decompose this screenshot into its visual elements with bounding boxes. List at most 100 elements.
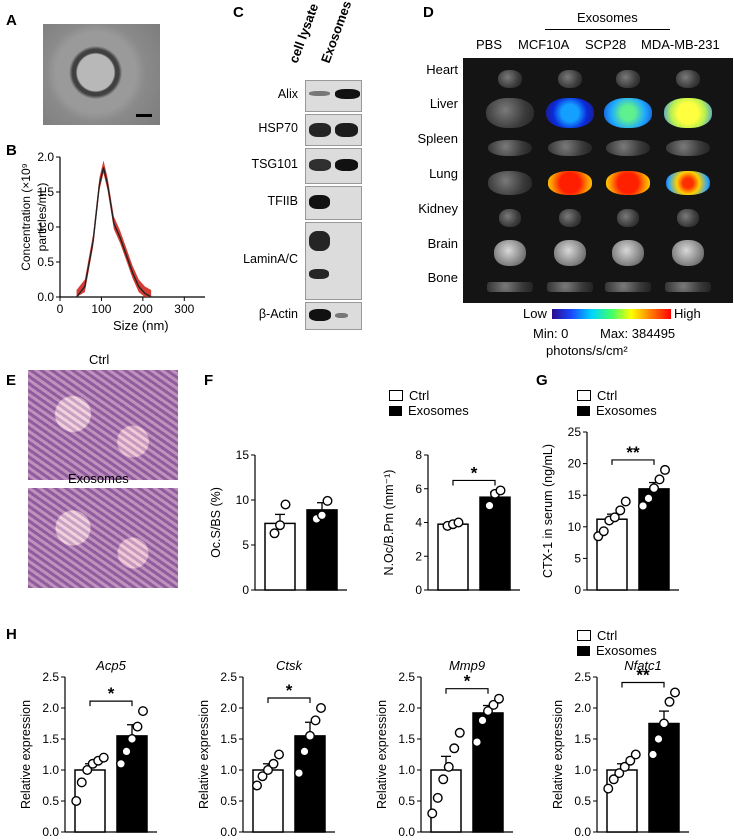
blot-label-0: Alix <box>277 87 298 101</box>
nfatc1-significance-bracket <box>621 681 665 688</box>
legend-ctrl-label: Ctrl <box>597 388 618 403</box>
nfatc1-data-point <box>625 755 636 766</box>
mmp9-y-tick-label: 1.0 <box>398 763 415 777</box>
ctx-y-tick-label: 15 <box>568 488 582 502</box>
noc-y-tick-label: 4 <box>415 516 422 530</box>
mmp9-data-point <box>432 792 443 803</box>
ocs-data-point <box>322 495 333 506</box>
ctsk-y-tick-label: 1.0 <box>220 763 237 777</box>
organ-image <box>494 240 526 266</box>
mmp9-bar-exosomes <box>472 712 504 833</box>
organ-label-lung: Lung <box>429 166 458 181</box>
blot-label-1: HSP70 <box>258 121 298 135</box>
histology-exosomes-image <box>28 488 178 588</box>
acp5-bar-chart: 0.0 0.5 1.0 1.5 2.0 2.5 * Relative expression Ac… <box>19 658 157 837</box>
acp5-significance-mark: * <box>108 684 115 703</box>
blot-band <box>309 231 330 251</box>
legend-ctrl-swatch <box>389 390 403 401</box>
column-scp28: SCP28 <box>585 37 627 52</box>
blot-strip-1 <box>305 114 362 146</box>
blot-band <box>335 313 348 318</box>
group-label-exosomes: Exosomes <box>577 10 638 25</box>
nta-x-tick-label: 100 <box>91 302 111 316</box>
nta-y-tick-label: 1.0 <box>37 220 54 234</box>
panel-letter-b: B <box>6 142 17 159</box>
blot-label-3: TFIIB <box>267 194 298 208</box>
mmp9-data-point <box>427 808 438 819</box>
nta-error-band <box>76 160 152 297</box>
organ-label-heart: Heart <box>426 62 458 77</box>
nfatc1-significance-mark: ** <box>636 666 650 685</box>
legend-exo-label: Exosomes <box>596 403 657 418</box>
organ-image <box>487 282 533 292</box>
acp5-y-tick-label: 0.0 <box>42 825 59 837</box>
nfatc1-ylabel: Relative expression <box>551 700 565 809</box>
acp5-bar-exosomes <box>116 735 148 833</box>
mmp9-y-tick-label: 0.5 <box>398 794 415 808</box>
blot-strip-4 <box>305 222 362 300</box>
ivis-image <box>463 58 733 303</box>
ctsk-data-point <box>315 703 326 714</box>
ctx-ylabel: CTX-1 in serum (ng/mL) <box>541 444 555 578</box>
legend-ctrl-swatch <box>577 390 591 401</box>
blot-band <box>309 159 331 171</box>
mmp9-y-tick-label: 1.5 <box>398 732 415 746</box>
ctx-significance-mark: ** <box>626 443 640 462</box>
nfatc1-y-tick-label: 0.5 <box>574 794 591 808</box>
organ-image <box>488 140 532 156</box>
legend-h: Ctrl Exosomes <box>577 628 657 658</box>
organ-image <box>676 70 700 88</box>
mmp9-ylabel: Relative expression <box>375 700 389 809</box>
ocs-ylabel: Oc.S/BS (%) <box>209 487 223 558</box>
ctsk-y-tick-label: 2.5 <box>220 670 237 684</box>
ctsk-data-point <box>273 749 284 760</box>
noc-data-point <box>484 500 495 511</box>
scale-bar <box>136 114 152 117</box>
acp5-ylabel: Relative expression <box>19 700 33 809</box>
panel-letter-h: H <box>6 626 17 643</box>
mmp9-data-point <box>438 774 449 785</box>
mmp9-title: Mmp9 <box>449 658 485 673</box>
ctsk-y-tick-label: 0.0 <box>220 825 237 837</box>
acp5-data-point <box>137 706 148 717</box>
blot-col-exosomes: Exosomes <box>317 0 355 66</box>
mmp9-significance-bracket <box>445 688 489 694</box>
nfatc1-y-tick-label: 2.5 <box>574 670 591 684</box>
tem-micrograph <box>43 24 160 125</box>
histology-exosomes-label: Exosomes <box>68 471 129 486</box>
blot-band <box>309 123 331 137</box>
mmp9-y-tick-label: 2.0 <box>398 701 415 715</box>
mmp9-data-point <box>477 715 488 726</box>
nfatc1-y-tick-label: 2.0 <box>574 701 591 715</box>
panel-letter-g: G <box>536 372 548 389</box>
ocs-data-point <box>280 499 291 510</box>
ctx-significance-bracket <box>611 459 655 465</box>
blot-col-cell-lysate: cell lysate <box>285 1 322 65</box>
blot-band <box>309 195 330 209</box>
ctsk-bar-ctrl <box>252 769 284 833</box>
nta-chart: 0 100 200 300 0.0 0.5 1.0 1.5 2.0 <box>37 150 205 316</box>
ctx-y-tick-label: 25 <box>568 425 582 439</box>
mmp9-data-point <box>488 699 499 710</box>
blot-band <box>335 89 360 99</box>
noc-significance-bracket <box>452 479 496 486</box>
ocs-y-tick-label: 0 <box>242 583 249 597</box>
legend-exo-label: Exosomes <box>408 403 469 418</box>
column-mcf10a: MCF10A <box>518 37 570 52</box>
mmp9-data-point <box>482 706 493 717</box>
panel-letter-f: F <box>204 372 214 389</box>
nfatc1-data-point <box>669 687 680 698</box>
organ-image <box>617 209 639 227</box>
ctx-data-point <box>615 505 626 516</box>
ctsk-y-tick-label: 2.0 <box>220 701 237 715</box>
blot-band <box>335 159 358 171</box>
acp5-data-point <box>76 777 87 788</box>
nta-xlabel: Size (nm) <box>113 318 169 333</box>
ctsk-data-point <box>262 764 273 775</box>
nfatc1-data-point <box>664 696 675 707</box>
legend-ctrl-swatch <box>577 630 591 641</box>
organ-image <box>665 282 711 292</box>
ctx-data-point <box>654 474 665 485</box>
ctx-y-tick-label: 10 <box>568 520 582 534</box>
ocs-data-point <box>316 510 327 521</box>
